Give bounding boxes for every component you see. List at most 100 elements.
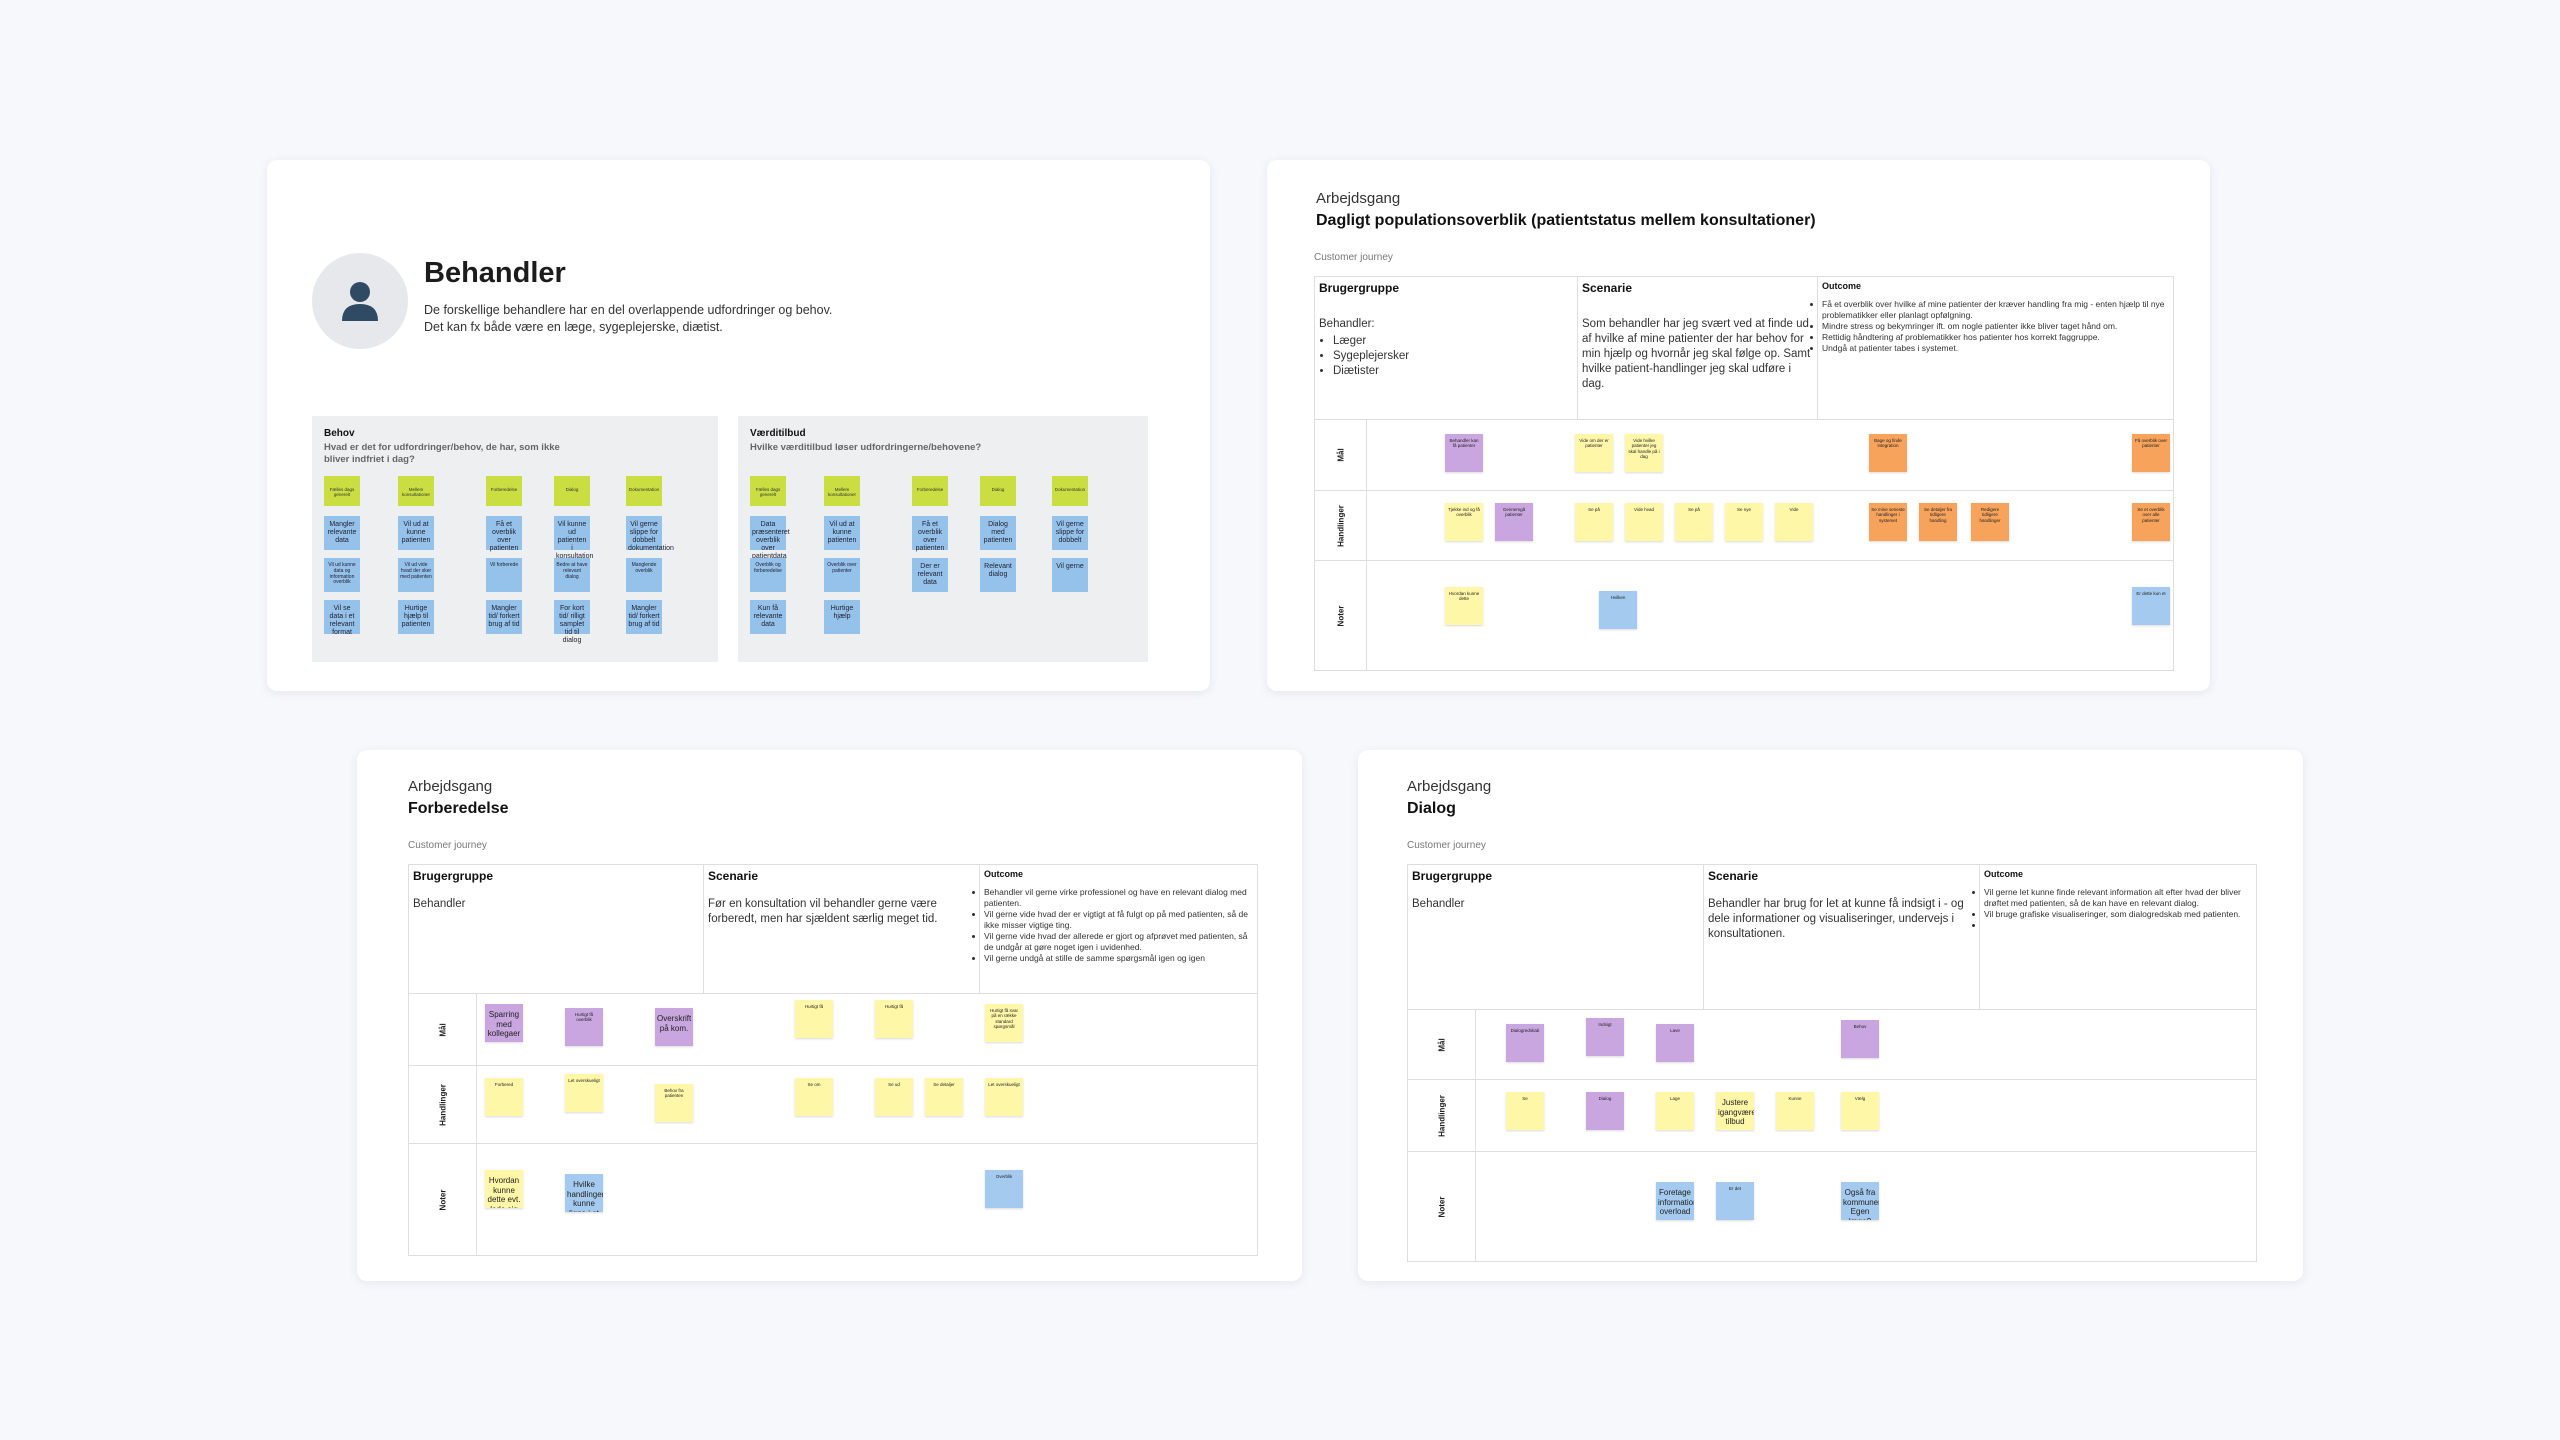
- sticky-note[interactable]: Dialog: [1586, 1092, 1624, 1130]
- sticky-note[interactable]: Lave: [1656, 1024, 1694, 1062]
- outcome-item: Vil bruge grafiske visualiseringer, som …: [1984, 909, 2254, 920]
- sticky-note[interactable]: Mangler relevante data: [324, 516, 360, 550]
- behandler-frame[interactable]: Behandler De forskellige behandlere har …: [267, 160, 1210, 691]
- lane-label-noter: Noter: [1336, 605, 1345, 627]
- sticky-note[interactable]: Hurtige hjælp: [824, 600, 860, 634]
- sticky-note[interactable]: Hurtigt få: [875, 1000, 913, 1038]
- sticky-note[interactable]: Behandler kan få patienter: [1445, 434, 1483, 472]
- outcome-item: [1984, 920, 2254, 931]
- sticky-note[interactable]: Vil ud at kunne patienten: [824, 516, 860, 550]
- sticky-note-header[interactable]: Mellem konsultationer: [398, 476, 434, 506]
- behov-title: Behov: [324, 428, 355, 439]
- sticky-note[interactable]: Overblik: [985, 1170, 1023, 1208]
- lane-label-handlinger: Handlinger: [1437, 1094, 1446, 1137]
- sticky-note[interactable]: Behov fra patienten: [655, 1084, 693, 1122]
- sticky-note[interactable]: Hvordan kunne dette: [1445, 587, 1483, 625]
- sticky-note[interactable]: Se mine seneste handlinger i systemet: [1869, 503, 1907, 541]
- sticky-note-header[interactable]: Mellem konsultationer: [824, 476, 860, 506]
- sticky-note[interactable]: Vil ud vide hvad der sker med patienten: [398, 558, 434, 592]
- sticky-note[interactable]: Let overskueligt: [985, 1078, 1023, 1116]
- sticky-note[interactable]: Få et overblik over patienten: [912, 516, 948, 552]
- sticky-note[interactable]: Vide hvad: [1625, 503, 1663, 541]
- sticky-note[interactable]: Se nye: [1725, 503, 1763, 541]
- sticky-note[interactable]: Vil forberede: [486, 558, 522, 592]
- sticky-note-header[interactable]: Dokumentation: [1052, 476, 1088, 506]
- sticky-note[interactable]: Hvordan kunne dette evt. lade sig gøre?: [485, 1170, 523, 1208]
- sticky-note[interactable]: Redigere tidligere handlinger: [1971, 503, 2009, 541]
- vaerditilbud-panel[interactable]: Værditilbud Hvilke værditilbud løser udf…: [738, 416, 1148, 662]
- sticky-note[interactable]: Hurtigt få: [795, 1000, 833, 1038]
- sticky-note[interactable]: Der er relevant data: [912, 558, 948, 592]
- sticky-note[interactable]: Vil gerne slippe for dobbelt dokumentati…: [626, 516, 674, 552]
- sticky-note[interactable]: Overblik og forberedelse: [750, 558, 786, 592]
- sticky-note[interactable]: Forbered: [485, 1078, 523, 1116]
- sticky-note-header[interactable]: Dialog: [980, 476, 1016, 506]
- sticky-note[interactable]: Vil ud at kunne patienten: [398, 516, 434, 550]
- sticky-note[interactable]: Hurtigt få svar på en række standard spø…: [985, 1004, 1023, 1042]
- sticky-note[interactable]: Tjekke ind og få overblik: [1445, 503, 1483, 541]
- sticky-note[interactable]: Vil gerne slippe for dobbelt: [1052, 516, 1088, 550]
- journey-frame-populationsoverblik[interactable]: Arbejdsgang Dagligt populationsoverblik …: [1267, 160, 2210, 691]
- sticky-note[interactable]: Vil se data i et relevant format: [324, 600, 360, 636]
- sticky-note[interactable]: Foretage information overload: [1656, 1182, 1694, 1220]
- journey-frame-forberedelse[interactable]: Arbejdsgang Forberedelse Customer journe…: [357, 750, 1302, 1281]
- sticky-note[interactable]: Vælg: [1841, 1092, 1879, 1130]
- sticky-note[interactable]: Vil gerne: [1052, 558, 1088, 592]
- sticky-note[interactable]: Overblik over patienter: [824, 558, 860, 592]
- sticky-note[interactable]: Få overblik over patienter: [2132, 434, 2170, 472]
- sticky-note[interactable]: Manglende overblik: [626, 558, 662, 592]
- sticky-note[interactable]: Se ud: [875, 1078, 913, 1116]
- sticky-note[interactable]: Lage: [1656, 1092, 1694, 1130]
- sticky-note-header[interactable]: Fælles dags generelt: [750, 476, 786, 506]
- behov-panel[interactable]: Behov Hvad er det for udfordringer/behov…: [312, 416, 718, 662]
- sticky-note[interactable]: Se: [1506, 1092, 1544, 1130]
- sticky-note[interactable]: Overskrift på kom.: [655, 1008, 693, 1046]
- sticky-note[interactable]: Se et overblik over alle patienter: [2132, 503, 2170, 541]
- sticky-note[interactable]: Sparring med kollegaer: [485, 1004, 523, 1042]
- sticky-note[interactable]: Mangler tid/ forkert brug af tid: [626, 600, 662, 634]
- sticky-note[interactable]: Bage og finde integration: [1869, 434, 1907, 472]
- sticky-note[interactable]: Data præsenteret overblik over patientda…: [750, 516, 790, 560]
- sticky-note[interactable]: Hvilken: [1599, 591, 1637, 629]
- sticky-note[interactable]: Bedre at have relevant dialog: [554, 558, 590, 592]
- sticky-note[interactable]: Er det: [1716, 1182, 1754, 1220]
- sticky-note[interactable]: Relevant dialog: [980, 558, 1016, 592]
- sticky-note[interactable]: Er dette kun et: [2132, 587, 2170, 625]
- sticky-note[interactable]: Hurtige hjælp til patienten: [398, 600, 434, 634]
- sticky-note[interactable]: Få et overblik over patienten: [486, 516, 522, 552]
- outcome-header: Outcome: [1984, 869, 2024, 879]
- sticky-note[interactable]: Gennemgå patienter: [1495, 503, 1533, 541]
- scenarie-cell: Scenarie Behandler har brug for let at k…: [1704, 865, 1980, 1009]
- sticky-note[interactable]: Hvilke handlinger kunne ligge i et forlø…: [565, 1174, 603, 1212]
- sticky-note[interactable]: For kort tid/ rilligt samplet tid til di…: [554, 600, 590, 644]
- sticky-note[interactable]: Vil ud kunne data og information overbli…: [324, 558, 360, 592]
- sticky-note[interactable]: Behov: [1841, 1020, 1879, 1058]
- sticky-note[interactable]: Se på: [1575, 503, 1613, 541]
- sticky-note[interactable]: Vide om der er patienter: [1575, 434, 1613, 472]
- sticky-note[interactable]: Kun få relevante data: [750, 600, 786, 634]
- sticky-note[interactable]: Se om: [795, 1078, 833, 1116]
- sticky-note[interactable]: Dialog med patienten: [980, 516, 1016, 550]
- sticky-note[interactable]: Hurtigt få overblik: [565, 1008, 603, 1046]
- journey-frame-dialog[interactable]: Arbejdsgang Dialog Customer journey Brug…: [1358, 750, 2303, 1281]
- sticky-note[interactable]: Let overskueligt: [565, 1074, 603, 1112]
- sticky-note[interactable]: Vil kunne ud patienten i konsultation: [554, 516, 593, 560]
- sticky-note-header[interactable]: Forberedelse: [486, 476, 522, 506]
- sticky-note-header[interactable]: Dokumentation: [626, 476, 662, 506]
- sticky-note[interactable]: Se på: [1675, 503, 1713, 541]
- sticky-note[interactable]: Vide: [1775, 503, 1813, 541]
- sticky-note[interactable]: Justere igangværende tilbud: [1716, 1092, 1754, 1130]
- sticky-note-header[interactable]: Fælles dags generelt: [324, 476, 360, 506]
- sticky-note-header[interactable]: Dialog: [554, 476, 590, 506]
- scenarie-header: Scenarie: [1582, 281, 1633, 295]
- sticky-note-header[interactable]: Forberedelse: [912, 476, 948, 506]
- sticky-note[interactable]: Se detaljer: [925, 1078, 963, 1116]
- sticky-note[interactable]: Også fra kommunen? Egen læge? Andre?: [1841, 1182, 1879, 1220]
- sticky-note[interactable]: Se detaljer fra tidligere handling: [1919, 503, 1957, 541]
- sticky-note[interactable]: Mangler tid/ forkert brug af tid: [486, 600, 522, 634]
- sticky-note[interactable]: Dialogredskab: [1506, 1024, 1544, 1062]
- sticky-note[interactable]: Indsigt: [1586, 1018, 1624, 1056]
- sticky-note[interactable]: Kunne: [1776, 1092, 1814, 1130]
- sticky-note[interactable]: Vide hvilke patienter jeg skal handle på…: [1625, 434, 1663, 472]
- brugergruppe-item: Læger: [1333, 334, 1573, 349]
